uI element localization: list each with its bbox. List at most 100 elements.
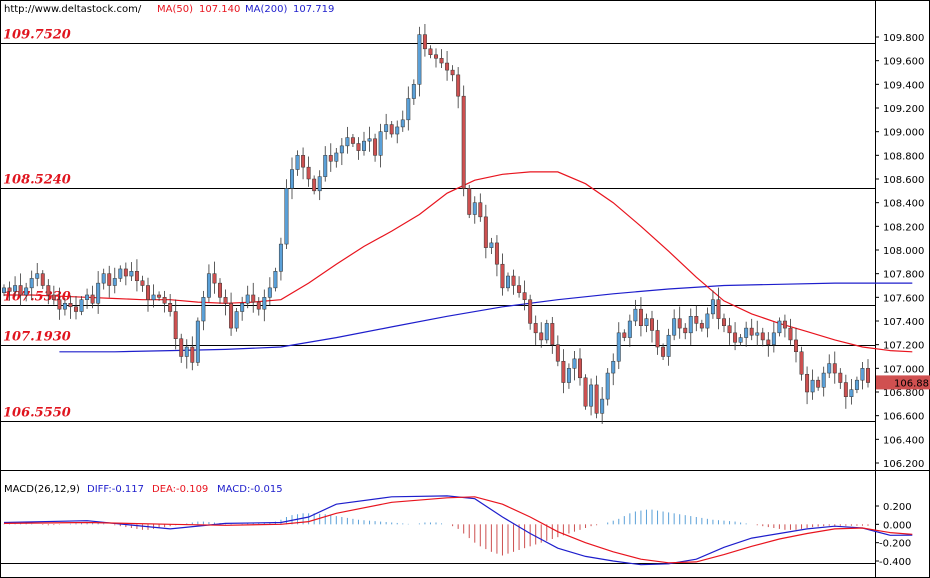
candle-down — [218, 282, 222, 298]
candle-down — [550, 323, 555, 345]
candle-up — [29, 278, 34, 289]
candle-down — [373, 138, 378, 156]
candle-down — [722, 318, 726, 326]
candle-up — [13, 285, 18, 292]
candle-up — [627, 320, 632, 338]
candle-down — [439, 58, 444, 64]
candle-up — [278, 243, 283, 272]
last-price-box — [876, 375, 930, 390]
candle-down — [694, 316, 699, 324]
candle-up — [644, 318, 649, 326]
candle-down — [561, 360, 566, 383]
candle-down — [40, 273, 45, 286]
candle-up — [345, 137, 350, 147]
candle-up — [827, 363, 832, 374]
candle-down — [832, 363, 837, 374]
macd-diff-line — [3, 495, 913, 566]
candle-down — [528, 299, 533, 324]
candle-down — [816, 379, 821, 388]
candle-up — [339, 145, 344, 154]
candle-down — [74, 306, 78, 312]
candle-down — [328, 155, 333, 162]
level-label: 106.5550 — [3, 406, 71, 421]
candle-down — [356, 143, 361, 151]
price-tick-label: 108.400 — [883, 199, 924, 210]
price-tick-label: 109.800 — [883, 33, 924, 44]
candle-up — [367, 138, 372, 142]
candle-up — [267, 287, 272, 298]
macd-axis: 0.200 0.000 -0.200 -0.400 — [875, 502, 912, 568]
candle-up — [234, 311, 239, 329]
candle-down — [683, 327, 688, 334]
candle-up — [206, 273, 211, 298]
ma50-line — [4, 171, 913, 353]
candle-up — [24, 287, 29, 296]
candle-up — [184, 346, 189, 357]
source-url[interactable]: http://www.deltastock.com/ — [4, 4, 142, 15]
candle-down — [140, 280, 145, 286]
macd-legend-macd: MACD:-0.015 — [217, 484, 283, 495]
price-tick-label: 108.600 — [883, 175, 924, 186]
candle-up — [118, 268, 123, 279]
candle-up — [566, 368, 571, 383]
candle-down — [168, 303, 173, 312]
price-tick-label: 108.800 — [883, 151, 924, 162]
candle-down — [494, 242, 499, 265]
candle-down — [483, 216, 488, 248]
candle-up — [710, 299, 715, 315]
candle-down — [838, 372, 843, 383]
candle-down — [157, 294, 162, 298]
candle-down — [229, 303, 234, 329]
macd-tick-label: -0.400 — [879, 557, 911, 568]
candle-up — [362, 140, 366, 151]
level-label: 107.1930 — [3, 330, 71, 345]
price-tick-label: 109.600 — [883, 57, 924, 68]
candle-down — [533, 323, 538, 334]
candle-down — [190, 346, 195, 363]
price-tick-label: 106.800 — [883, 388, 924, 399]
price-tick-label: 107.400 — [883, 317, 924, 328]
candle-up — [317, 176, 322, 192]
candle-up — [284, 188, 289, 245]
candle-down — [173, 311, 178, 339]
macd-legend-name: MACD(26,12,9) — [4, 484, 80, 495]
candle-up — [240, 303, 245, 312]
candle-down — [256, 301, 261, 310]
candle-up — [2, 287, 6, 293]
ma50-value: 107.140 — [199, 4, 240, 15]
candle-down — [788, 327, 793, 341]
candle-down — [799, 351, 804, 375]
candle-up — [744, 327, 749, 338]
candle-up — [666, 334, 671, 357]
candle-up — [79, 299, 84, 312]
candle-down — [68, 303, 73, 308]
candle-up — [151, 294, 156, 300]
last-price-label: 106.881 — [894, 378, 930, 389]
candle-down — [306, 166, 311, 180]
candle-up — [705, 313, 710, 329]
candle-up — [101, 273, 106, 284]
candle-down — [866, 368, 870, 383]
candle-up — [849, 389, 854, 397]
macd-legend-dea: DEA:-0.109 — [152, 484, 208, 495]
candle-down — [511, 275, 516, 286]
candle-down — [46, 285, 51, 296]
candle-down — [766, 339, 771, 345]
candle-down — [179, 338, 184, 357]
candle-up — [129, 271, 134, 277]
candle-up — [334, 152, 339, 162]
candle-down — [223, 297, 228, 304]
candle-up — [195, 320, 200, 363]
candle-up — [616, 332, 621, 362]
candle-down — [301, 155, 306, 168]
price-axis: 109.800 109.600 109.400 109.200 109.000 108.8… — [875, 33, 924, 470]
candle-up — [96, 282, 101, 304]
candle-up — [810, 379, 815, 393]
candle-down — [650, 318, 654, 331]
price-tick-label: 106.400 — [883, 435, 924, 446]
candle-up — [771, 332, 776, 345]
candle-down — [422, 34, 427, 50]
candle-up — [777, 320, 782, 334]
candle-down — [51, 294, 56, 300]
